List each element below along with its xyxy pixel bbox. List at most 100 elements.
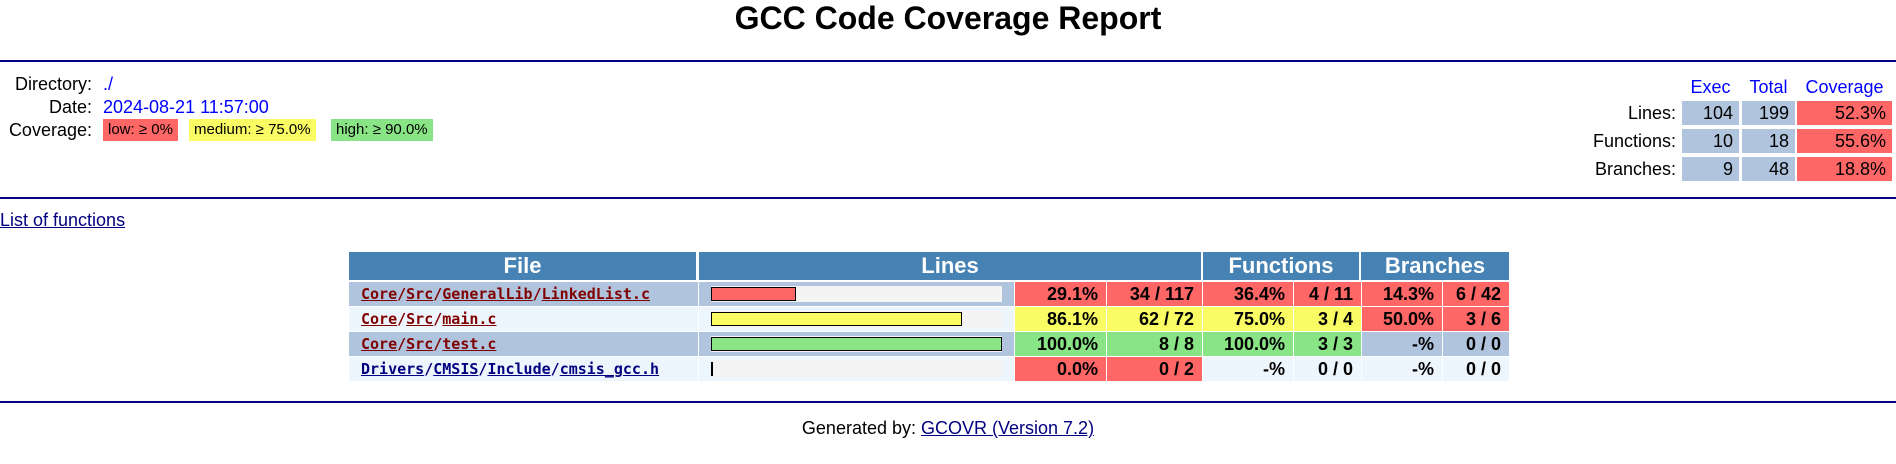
file-link[interactable]: cmsis_gcc.h [559,360,660,378]
coverage-bar-track [711,311,1002,327]
table-row: Core/Src/main.c 86.1% 62 / 72 75.0% 3 / 4 50.… [349,307,1509,331]
file-link[interactable]: main.c [442,310,497,328]
functions-count-cell: 0 / 0 [1294,357,1361,381]
coverage-bar-track [711,336,1002,352]
coverage-bar-cell [699,307,1014,331]
file-cell: Core/Src/GeneralLib/LinkedList.c [349,282,698,306]
path-separator: / [397,285,407,303]
list-of-functions-link[interactable]: List of functions [0,210,126,230]
file-link[interactable]: Core [361,335,398,353]
path-separator: / [433,285,443,303]
lines-count-cell: 0 / 2 [1107,357,1202,381]
lines-percent-cell: 86.1% [1015,307,1106,331]
path-separator: / [424,360,434,378]
lines-count-cell: 62 / 72 [1107,307,1202,331]
page-title: GCC Code Coverage Report [734,0,1162,36]
branches-percent-cell: -% [1362,332,1442,356]
file-link[interactable]: GeneralLib [442,285,533,303]
branches-percent-cell: 50.0% [1362,307,1442,331]
lines-percent-cell: 0.0% [1015,357,1106,381]
coverage-label: Coverage: [8,120,92,140]
file-link[interactable]: Drivers [361,360,425,378]
coverage-bar-fill [711,287,796,301]
branches-count-cell: 6 / 42 [1443,282,1509,306]
lines-count-cell: 8 / 8 [1107,332,1202,356]
branches-percent-cell: -% [1362,357,1442,381]
summary-header-coverage: Coverage [1805,77,1884,97]
functions-count-cell: 4 / 11 [1294,282,1361,306]
path-separator: / [532,285,542,303]
file-cell: Drivers/CMSIS/Include/cmsis_gcc.h [349,357,698,381]
table-row: Core/Src/test.c 100.0% 8 / 8 100.0% 3 / 3 -% 0… [349,332,1509,356]
coverage-bar-fill [711,362,713,376]
column-header-lines: Lines [699,252,1203,280]
summary-header-total: Total [1749,77,1788,97]
table-row: Core/Src/GeneralLib/LinkedList.c 29.1% 34 … [349,282,1509,306]
summary-label-lines: Lines: [1627,103,1676,123]
functions-percent-cell: 100.0% [1203,332,1293,356]
middle-divider [0,197,1896,199]
legend-high: high: ≥ 90.0% [331,119,433,141]
directory-label: Directory: [14,74,92,94]
branches-count-cell: 0 / 0 [1443,357,1509,381]
summary-branches-total: 48 [1742,157,1795,181]
file-link[interactable]: test.c [442,335,497,353]
summary-functions-total: 18 [1742,129,1795,153]
date-label: Date: [48,97,92,117]
top-divider [0,60,1896,62]
file-link[interactable]: Core [361,310,398,328]
file-link[interactable]: CMSIS [433,360,479,378]
summary-label-branches: Branches: [1594,159,1676,179]
path-separator: / [478,360,488,378]
path-separator: / [433,335,443,353]
column-header-file: File [349,252,698,280]
legend-medium: medium: ≥ 75.0% [189,119,316,141]
summary-functions-exec: 10 [1682,129,1739,153]
footer: Generated by: GCOVR (Version 7.2) [0,416,1896,440]
column-header-functions: Functions [1203,252,1361,280]
coverage-bar-cell [699,357,1014,381]
coverage-bar-fill [711,312,962,326]
coverage-bar-track [711,286,1002,302]
functions-count-cell: 3 / 4 [1294,307,1361,331]
lines-percent-cell: 29.1% [1015,282,1106,306]
table-row: Drivers/CMSIS/Include/cmsis_gcc.h 0.0% 0 /… [349,357,1509,381]
path-separator: / [550,360,560,378]
gcovr-link[interactable]: GCOVR (Version 7.2) [921,418,1095,438]
file-link[interactable]: Src [406,310,434,328]
coverage-bar-fill [711,337,1002,351]
coverage-legend-row: Coverage: low: ≥ 0% medium: ≥ 75.0% high… [0,118,460,142]
lines-count-cell: 34 / 117 [1107,282,1202,306]
coverage-bar-cell [699,332,1014,356]
functions-percent-cell: 36.4% [1203,282,1293,306]
branches-count-cell: 0 / 0 [1443,332,1509,356]
path-separator: / [397,310,407,328]
column-header-branches: Branches [1361,252,1509,280]
file-link[interactable]: LinkedList.c [541,285,650,303]
file-link[interactable]: Src [406,285,434,303]
branches-count-cell: 3 / 6 [1443,307,1509,331]
path-separator: / [397,335,407,353]
summary-lines-coverage: 52.3% [1797,101,1892,125]
file-cell: Core/Src/main.c [349,307,698,331]
branches-percent-cell: 14.3% [1362,282,1442,306]
summary-functions-coverage: 55.6% [1797,129,1892,153]
summary-branches-exec: 9 [1682,157,1739,181]
functions-percent-cell: 75.0% [1203,307,1293,331]
summary-lines-exec: 104 [1682,101,1739,125]
functions-count-cell: 3 / 3 [1294,332,1361,356]
summary-lines-total: 199 [1742,101,1795,125]
lines-percent-cell: 100.0% [1015,332,1106,356]
bottom-divider [0,401,1896,403]
legend-low: low: ≥ 0% [103,119,178,141]
coverage-bar-cell [699,282,1014,306]
directory-value: ./ [103,74,114,94]
file-link[interactable]: Src [406,335,434,353]
date-value: 2024-08-21 11:57:00 [103,97,269,117]
summary-branches-coverage: 18.8% [1797,157,1892,181]
file-link[interactable]: Include [487,360,551,378]
generated-by-label: Generated by: [801,418,921,438]
path-separator: / [433,310,443,328]
summary-header-exec: Exec [1690,77,1731,97]
file-link[interactable]: Core [361,285,398,303]
